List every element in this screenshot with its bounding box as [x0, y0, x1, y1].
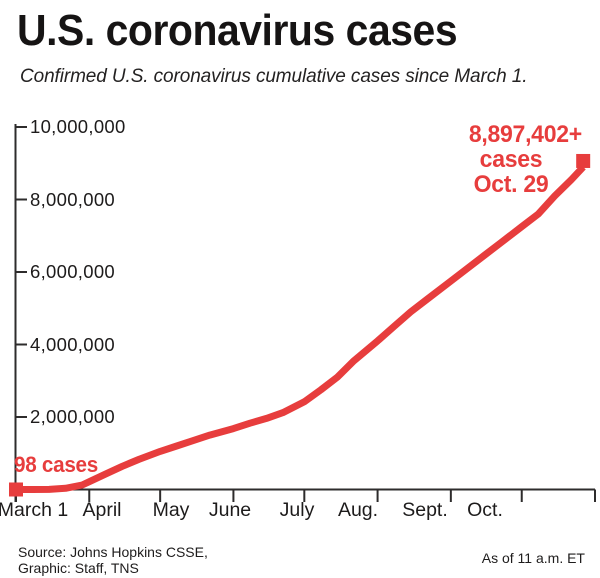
start-annotation: 98 cases: [14, 452, 99, 477]
end-annotation-date: Oct. 29: [473, 171, 549, 198]
case-curve: [16, 164, 586, 493]
x-axis-label: June: [208, 499, 252, 521]
chart-subtitle: Confirmed U.S. coronavirus cumulative ca…: [20, 66, 528, 87]
end-marker: [576, 153, 591, 168]
x-axis-label: Sept.: [402, 499, 448, 521]
x-axis-label: Oct.: [467, 499, 503, 521]
x-axis-label: Aug.: [337, 499, 379, 521]
x-axis-label: March 1: [0, 499, 69, 521]
x-axis-label: May: [152, 499, 190, 521]
end-annotation-value: 8,897,402+: [468, 121, 582, 148]
end-annotation: 8,897,402+ cases Oct. 29: [425, 122, 598, 197]
source-line-2: Graphic: Staff, TNS: [18, 559, 139, 576]
y-axis-label: 2,000,000: [30, 406, 116, 427]
y-axis-label: 10,000,000: [30, 116, 126, 137]
source-line-1: Source: Johns Hopkins CSSE,: [18, 544, 208, 560]
y-axis-label: 6,000,000: [30, 261, 116, 282]
x-axis-label: April: [82, 499, 122, 521]
x-axis-label: July: [279, 499, 315, 521]
chart-title: U.S. coronavirus cases: [17, 6, 458, 55]
end-annotation-unit: cases: [479, 146, 543, 173]
start-marker: [9, 482, 23, 497]
y-axis-label: 8,000,000: [30, 188, 116, 210]
source-credit: Source: Johns Hopkins CSSE, Graphic: Sta…: [18, 544, 208, 576]
y-axis-label: 4,000,000: [30, 333, 116, 355]
asof-note: As of 11 a.m. ET: [481, 550, 585, 566]
